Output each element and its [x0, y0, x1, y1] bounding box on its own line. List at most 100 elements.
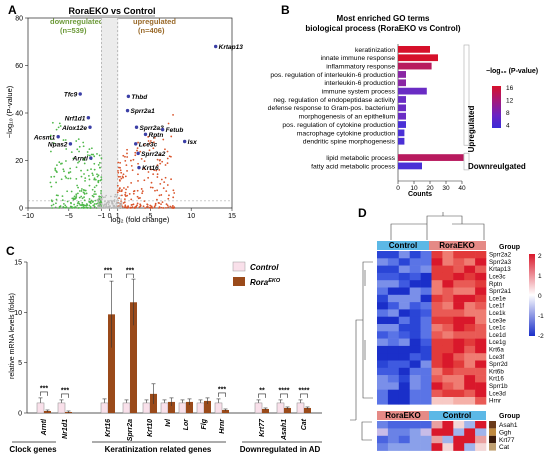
highlight-gene-point — [126, 94, 131, 99]
heatmap-cell — [453, 353, 465, 361]
legend-control-label: Control — [250, 263, 279, 272]
volcano-point-ns — [100, 193, 103, 196]
volcano-point-up — [156, 173, 159, 176]
heatmap-cell — [431, 265, 443, 274]
heatmap-cell — [442, 331, 454, 339]
heatmap-cell — [442, 367, 454, 376]
volcano-point-up — [125, 164, 128, 167]
x-tick-label: −10 — [22, 213, 34, 220]
volcano-point-up — [128, 193, 131, 195]
heatmap-cell — [387, 375, 400, 383]
volcano-point-up — [146, 203, 149, 206]
pvalue-tick-label: 4 — [506, 123, 510, 130]
heatmap-cell — [387, 353, 400, 361]
panel-b-go-terms: B Most enriched GO terms biological proc… — [268, 3, 538, 198]
highlight-gene-label: Sprr2a3 — [140, 125, 165, 132]
volcano-point-down — [100, 189, 102, 192]
volcano-point-ns — [104, 196, 106, 198]
volcano-point-up — [170, 178, 172, 181]
group-bar-koeko — [429, 241, 486, 250]
heatmap-cell — [431, 316, 443, 325]
qpcr-y-tick-label: 15 — [14, 260, 22, 267]
volcano-point-down — [73, 203, 76, 206]
heatmap-cell — [420, 302, 432, 310]
volcano-point-ns — [101, 195, 103, 198]
go-x-axis-title: Counts — [408, 191, 432, 198]
gene-label: Asah1 — [281, 419, 288, 441]
go-term-label: immune system process — [322, 89, 396, 96]
heatmap-cell — [420, 353, 432, 361]
heatmap-bottom-cell — [464, 428, 476, 437]
x-tick-label: 1 — [116, 213, 120, 220]
volcano-point-ns — [116, 201, 118, 204]
gene-label: Nr1d1 — [62, 419, 69, 439]
heatmap-cell — [464, 316, 476, 325]
heatmap-scale-label: -1 — [538, 313, 544, 320]
volcano-point-up — [159, 162, 162, 165]
heatmap-cell — [464, 338, 476, 347]
heatmap-cell — [464, 309, 476, 317]
volcano-point-up — [156, 176, 159, 178]
heatmap-cell — [377, 397, 389, 405]
volcano-point-up — [120, 171, 123, 174]
heatmap-cell — [464, 258, 476, 266]
volcano-point-up — [166, 162, 169, 165]
volcano-point-ns — [119, 194, 122, 197]
heatmap-cell — [475, 294, 487, 303]
volcano-point-up — [126, 186, 129, 188]
heatmap-cell — [431, 309, 443, 317]
volcano-point-up — [118, 197, 120, 199]
volcano-point-down — [77, 161, 79, 164]
volcano-point-up — [138, 206, 141, 209]
volcano-point-up — [163, 181, 166, 183]
volcano-point-down — [67, 172, 70, 174]
volcano-point-up — [153, 169, 156, 172]
volcano-point-ns — [110, 195, 112, 198]
volcano-point-up — [153, 141, 155, 144]
highlight-gene-point — [78, 92, 82, 96]
heatmap-cell — [398, 338, 410, 347]
volcano-point-down — [98, 154, 101, 157]
highlight-gene-label: Fetub — [166, 127, 184, 134]
heatmap-bottom-cell — [409, 443, 421, 451]
gene-label: Ivl — [165, 418, 172, 427]
volcano-point-up — [149, 204, 152, 207]
heatmap-row-label: Hrnr — [489, 398, 501, 405]
volcano-point-down — [77, 200, 80, 203]
heatmap-cell — [453, 389, 465, 398]
volcano-point-ns — [118, 206, 120, 209]
volcano-point-ns — [107, 203, 110, 206]
highlight-gene-point — [160, 127, 165, 132]
go-term-label: pos. regulation of interleukin-6 product… — [270, 72, 395, 79]
heatmap-row-label: Lce1f — [489, 303, 504, 310]
volcano-point-down — [84, 179, 86, 182]
volcano-point-up — [171, 204, 174, 207]
volcano-point-down — [60, 178, 63, 181]
volcano-point-up — [132, 158, 135, 161]
heatmap-cell — [420, 258, 432, 266]
volcano-point-down — [88, 154, 91, 157]
volcano-point-down — [95, 202, 98, 205]
volcano-point-up — [158, 207, 160, 209]
volcano-point-up — [173, 207, 175, 209]
heatmap-bottom-cell — [431, 421, 443, 429]
significance-bracket — [258, 393, 266, 398]
volcano-point-up — [167, 122, 170, 125]
volcano-point-down — [90, 168, 92, 171]
heatmap-bottom-cell — [453, 428, 465, 437]
volcano-point-down — [50, 204, 53, 207]
volcano-point-up — [147, 135, 150, 138]
volcano-point-up — [164, 148, 166, 151]
significance-bracket — [218, 392, 226, 397]
volcano-point-down — [62, 206, 65, 208]
heatmap-cell — [398, 272, 410, 281]
volcano-point-up — [117, 169, 119, 172]
x-tick-label: 5 — [148, 213, 152, 220]
volcano-point-ns — [102, 196, 105, 199]
volcano-point-down — [78, 206, 80, 209]
volcano-point-up — [126, 148, 128, 151]
volcano-point-ns — [117, 199, 120, 202]
volcano-point-down — [93, 190, 96, 193]
heatmap-row-label: Lce3d — [489, 390, 506, 397]
heatmap-bottom-row-label: Krt77 — [499, 437, 515, 444]
